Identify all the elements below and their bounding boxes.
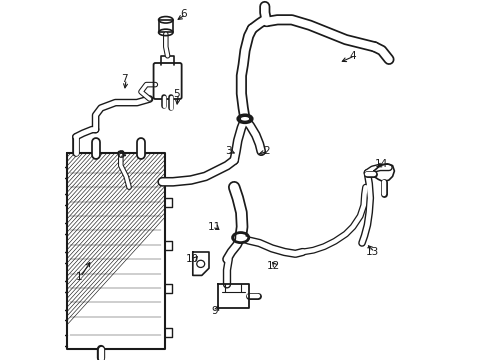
Text: 7: 7 (121, 74, 128, 84)
Text: 1: 1 (75, 272, 82, 282)
Text: 8: 8 (118, 150, 124, 160)
Text: 5: 5 (173, 89, 180, 99)
Text: 10: 10 (186, 254, 199, 264)
Text: 6: 6 (180, 9, 187, 19)
Text: 13: 13 (366, 247, 379, 257)
Text: 11: 11 (208, 222, 221, 232)
Text: 3: 3 (225, 146, 232, 156)
Text: 2: 2 (263, 146, 270, 156)
Text: 12: 12 (267, 261, 280, 271)
Text: 9: 9 (211, 306, 218, 316)
Text: 4: 4 (350, 51, 356, 61)
Text: 14: 14 (375, 159, 389, 169)
